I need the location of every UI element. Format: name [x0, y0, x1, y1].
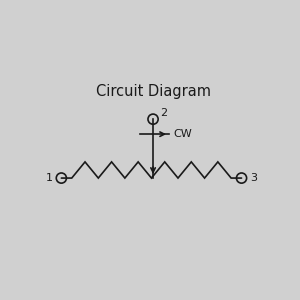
- Text: CW: CW: [174, 129, 193, 139]
- Text: Circuit Diagram: Circuit Diagram: [96, 84, 211, 99]
- Text: 1: 1: [46, 173, 53, 183]
- Text: 3: 3: [250, 173, 257, 183]
- Text: 2: 2: [160, 108, 167, 118]
